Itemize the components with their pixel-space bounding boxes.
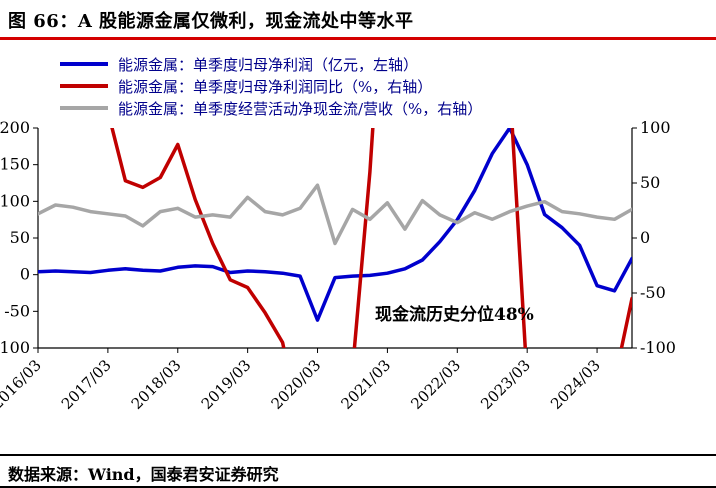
series-group xyxy=(38,128,632,348)
title-underline xyxy=(0,37,716,40)
svg-text:2024/03: 2024/03 xyxy=(547,356,604,413)
svg-text:-100: -100 xyxy=(0,338,30,357)
svg-text:200: 200 xyxy=(0,118,30,137)
legend-label: 能源金属：单季度归母净利润（亿元，左轴） xyxy=(118,55,419,74)
chart-legend: 能源金属：单季度归母净利润（亿元，左轴） 能源金属：单季度归母净利润同比（%，右… xyxy=(60,53,482,119)
svg-text:50: 50 xyxy=(10,228,30,247)
legend-swatch-blue-line xyxy=(60,62,108,66)
svg-text:2022/03: 2022/03 xyxy=(407,356,464,413)
svg-text:0: 0 xyxy=(640,228,650,247)
svg-text:-100: -100 xyxy=(640,338,676,357)
svg-text:-50: -50 xyxy=(4,301,30,320)
svg-text:2020/03: 2020/03 xyxy=(268,356,325,413)
annotation-cashflow-percentile: 现金流历史分位48% xyxy=(375,304,534,325)
legend-swatch-gray-line xyxy=(60,106,108,110)
legend-item-cashflow: 能源金属：单季度经营活动净现金流/营收（%，右轴） xyxy=(60,97,482,119)
svg-text:-50: -50 xyxy=(640,283,666,302)
svg-text:2017/03: 2017/03 xyxy=(58,356,115,413)
series-line-red xyxy=(110,128,632,348)
chart-svg: 200150100500-50-100100500-50-1002016/032… xyxy=(0,118,676,413)
svg-text:2018/03: 2018/03 xyxy=(128,356,185,413)
svg-text:2019/03: 2019/03 xyxy=(198,356,255,413)
svg-text:50: 50 xyxy=(640,173,660,192)
legend-swatch-red-line xyxy=(60,84,108,88)
svg-text:0: 0 xyxy=(20,265,30,284)
svg-text:2021/03: 2021/03 xyxy=(337,356,394,413)
legend-label: 能源金属：单季度经营活动净现金流/营收（%，右轴） xyxy=(118,99,483,118)
legend-label: 能源金属：单季度归母净利润同比（%，右轴） xyxy=(118,77,433,96)
page-title: 图 66：A 股能源金属仅微利，现金流处中等水平 xyxy=(8,11,414,32)
data-source: 数据来源：Wind，国泰君安证券研究 xyxy=(8,465,279,484)
bottom-border xyxy=(0,486,716,488)
series-line-blue xyxy=(38,128,632,322)
footer-divider xyxy=(0,454,716,456)
left-axis-labels: 200 150 100 50 0 -50 -100 xyxy=(0,118,38,357)
x-axis-labels: 2016/03 2017/03 2018/03 2019/03 2020/03 2021/… xyxy=(0,348,604,413)
svg-text:2023/03: 2023/03 xyxy=(477,356,534,413)
svg-text:100: 100 xyxy=(0,191,30,210)
svg-text:100: 100 xyxy=(640,118,671,137)
legend-item-yoy: 能源金属：单季度归母净利润同比（%，右轴） xyxy=(60,75,482,97)
svg-text:2016/03: 2016/03 xyxy=(0,356,45,413)
svg-text:150: 150 xyxy=(0,155,30,174)
chart-area: 200150100500-50-100100500-50-1002016/032… xyxy=(0,118,716,450)
legend-item-net-profit: 能源金属：单季度归母净利润（亿元，左轴） xyxy=(60,53,482,75)
right-axis-labels: 100 50 0 -50 -100 xyxy=(632,118,676,357)
series-line-gray xyxy=(38,183,632,246)
